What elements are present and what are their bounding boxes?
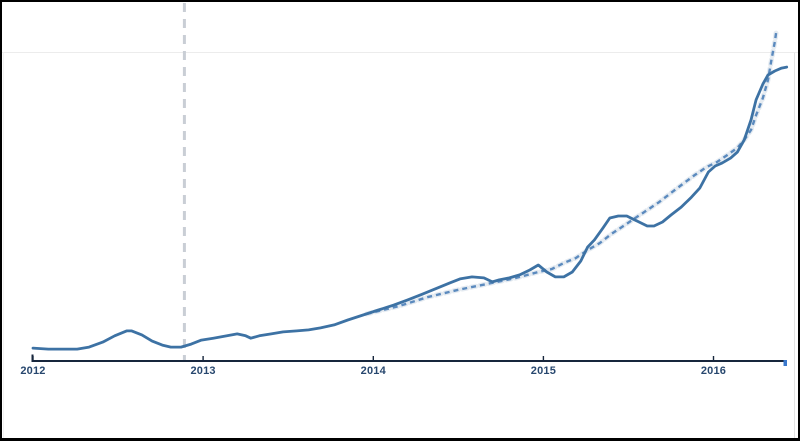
x-axis: 2012 2013 2014 2015 2016	[20, 354, 787, 377]
x-tick-label: 2013	[190, 365, 215, 377]
x-tick-label: 2012	[20, 365, 45, 377]
actual-series-line	[31, 65, 789, 351]
x-tick-label: 2016	[701, 365, 726, 377]
x-tick-label: 2014	[361, 365, 387, 377]
x-axis-ticks: 2012 2013 2014 2015 2016	[20, 356, 726, 377]
axis-right-end-marker	[783, 360, 787, 366]
x-tick-label: 2015	[531, 365, 556, 377]
trend-dashed-line	[366, 29, 778, 316]
